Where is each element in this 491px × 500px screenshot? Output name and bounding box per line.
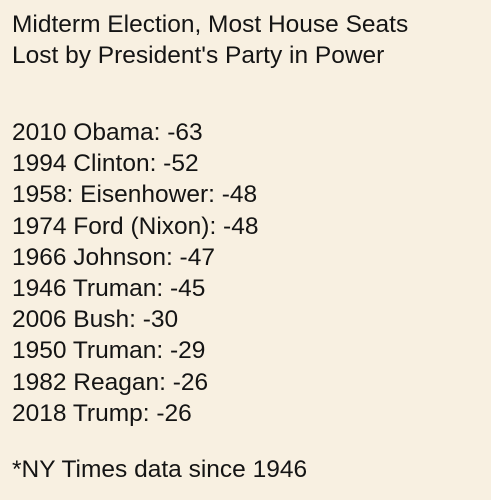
list-item: 2006 Bush: -30 [12, 306, 179, 334]
list-item: 1946 Truman: -45 [12, 275, 206, 303]
list-item: 1994 Clinton: -52 [12, 150, 199, 178]
title-line-1: Midterm Election, Most House Seats [12, 11, 409, 38]
seats-lost-list: 2010 Obama: -63 1994 Clinton: -52 1958: … [12, 117, 491, 429]
footnote: *NY Times data since 1946 [12, 456, 308, 484]
document-title: Midterm Election, Most House Seats Lost … [12, 9, 491, 71]
list-item: 2010 Obama: -63 [12, 119, 203, 146]
list-item: 1958: Eisenhower: -48 [12, 181, 258, 209]
title-line-2: Lost by President's Party in Power [12, 42, 385, 69]
list-item: 1974 Ford (Nixon): -48 [12, 212, 259, 240]
list-item: 1950 Truman: -29 [12, 337, 206, 365]
list-item: 1966 Johnson: -47 [12, 243, 215, 271]
list-item: 1982 Reagan: -26 [12, 368, 209, 396]
list-item: 2018 Trump: -26 [12, 399, 192, 427]
